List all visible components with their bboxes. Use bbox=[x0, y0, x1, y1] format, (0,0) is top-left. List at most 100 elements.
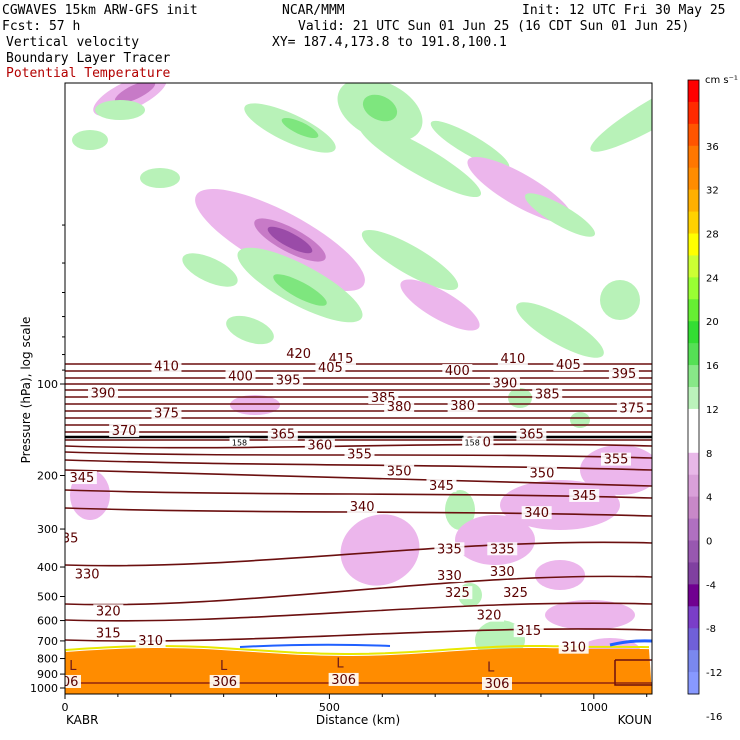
colorbar-swatch bbox=[688, 321, 699, 344]
contour-label: 390 bbox=[91, 386, 116, 401]
contour-label-bg bbox=[513, 624, 544, 638]
contour-label: 325 bbox=[503, 586, 528, 601]
colorbar-swatch bbox=[688, 650, 699, 673]
contour-label-bg bbox=[497, 351, 528, 365]
contour-label-bg bbox=[315, 361, 346, 375]
w-shading-region bbox=[182, 253, 238, 287]
w-shading-region bbox=[230, 395, 280, 415]
contour-label: 355 bbox=[347, 447, 372, 462]
colorbar-label: 8 bbox=[706, 449, 712, 460]
contour-label-bg bbox=[347, 500, 378, 514]
colorbar-label: -4 bbox=[706, 580, 716, 591]
contour-label-bg bbox=[516, 427, 547, 441]
contour-label: 345 bbox=[429, 479, 454, 494]
w-shading-region bbox=[525, 193, 595, 237]
contour-label: 306 bbox=[331, 673, 356, 688]
y-tick-label: 100 bbox=[37, 378, 58, 391]
colorbar-swatch bbox=[688, 123, 699, 147]
contour-label: 405 bbox=[556, 358, 581, 373]
x-axis-ticks: 0 500 1000 bbox=[62, 694, 648, 714]
contour-label-bg bbox=[474, 608, 505, 622]
contour-label: 345 bbox=[69, 471, 94, 486]
header-init-time: Init: 12 UTC Fri 30 May 25 bbox=[522, 3, 726, 18]
contour-label: 385 bbox=[535, 388, 560, 403]
contour-label: 320 bbox=[477, 609, 502, 624]
terrain-contour-box bbox=[614, 659, 652, 686]
colorbar-label: 0 bbox=[706, 537, 712, 548]
colorbar-swatch bbox=[688, 562, 699, 585]
inline-label-bg bbox=[229, 437, 250, 447]
colorbar-swatch bbox=[688, 452, 699, 476]
colorbar-swatch bbox=[688, 189, 699, 213]
w-shading-region bbox=[267, 226, 313, 254]
contour-label-bg bbox=[384, 464, 415, 478]
contour-label: 315 bbox=[516, 624, 541, 639]
terrain-edge-blue bbox=[239, 643, 391, 648]
contour-label-bg bbox=[434, 569, 465, 583]
colorbar-label: -16 bbox=[706, 712, 722, 723]
y-tick-label: 800 bbox=[37, 653, 58, 666]
theta-contour bbox=[65, 489, 652, 499]
contour-label-bg bbox=[434, 542, 465, 556]
w-shading-region bbox=[95, 100, 145, 120]
contour-label-bg bbox=[109, 424, 140, 438]
contour-label: 400 bbox=[445, 364, 470, 379]
x-tick-label: 1000 bbox=[580, 701, 608, 714]
theta-contour bbox=[65, 382, 652, 386]
w-shading-region bbox=[445, 490, 475, 530]
colorbar-label: 32 bbox=[706, 186, 719, 197]
contour-label: 365 bbox=[270, 428, 295, 443]
inline-label-bg bbox=[462, 437, 483, 447]
inline-contour-label: 158 bbox=[465, 439, 480, 448]
header-forecast-hour: Fcst: 57 h bbox=[2, 19, 80, 34]
contour-label-bg bbox=[500, 586, 531, 600]
contour-label: 335 bbox=[54, 531, 79, 546]
w-shading-region bbox=[140, 168, 180, 188]
contour-label: 400 bbox=[228, 370, 253, 385]
y-tick-label: 700 bbox=[37, 635, 58, 648]
contour-label: 310 bbox=[138, 634, 163, 649]
colorbar-label: 24 bbox=[706, 273, 719, 284]
surface-low-label: L bbox=[487, 661, 495, 676]
contour-label-bg bbox=[135, 634, 166, 648]
contour-label: 410 bbox=[154, 360, 179, 375]
contour-label-bg bbox=[447, 399, 478, 413]
contour-label-bg bbox=[72, 567, 103, 581]
y-tick-label: 300 bbox=[37, 523, 58, 536]
w-shading-region bbox=[545, 600, 635, 630]
header-model-title: CGWAVES 15km ARW-GFS init bbox=[2, 3, 198, 18]
colorbar-swatch bbox=[688, 387, 699, 410]
y-tick-label: 600 bbox=[37, 615, 58, 628]
colorbar-swatch bbox=[688, 518, 699, 541]
colorbar-label: 4 bbox=[706, 493, 712, 504]
header-field-boundary-layer: Boundary Layer Tracer bbox=[6, 51, 171, 66]
colorbar-swatch bbox=[688, 474, 699, 498]
colorbar-label: 28 bbox=[706, 230, 719, 241]
colorbar-swatch bbox=[688, 365, 699, 388]
contour-label: 355 bbox=[604, 453, 629, 468]
contour-label-bg bbox=[151, 406, 182, 420]
contour-label-bg bbox=[344, 447, 375, 461]
contour-label-bg bbox=[273, 373, 304, 387]
w-shading-region bbox=[600, 280, 640, 320]
w-shading-region bbox=[516, 302, 604, 358]
colorbar-swatch bbox=[688, 299, 699, 322]
colorbar-swatch bbox=[688, 408, 699, 432]
theta-contour bbox=[65, 416, 652, 420]
w-shading-region bbox=[535, 560, 585, 590]
contour-label-bg bbox=[328, 672, 359, 686]
colorbar-swatch bbox=[688, 672, 699, 695]
y-tick-label: 400 bbox=[37, 561, 58, 574]
contour-label: 420 bbox=[286, 347, 311, 362]
contour-label: 390 bbox=[493, 376, 518, 391]
contour-label: 335 bbox=[437, 542, 462, 557]
contour-label: 306 bbox=[54, 675, 79, 690]
y-tick-label: 900 bbox=[37, 668, 58, 681]
colorbar-unit: cm s⁻¹ bbox=[705, 75, 738, 86]
colorbar-label: 20 bbox=[706, 317, 719, 328]
y-tick-label: 500 bbox=[37, 590, 58, 603]
contour-label: 320 bbox=[96, 604, 121, 619]
contour-label: 410 bbox=[500, 352, 525, 367]
